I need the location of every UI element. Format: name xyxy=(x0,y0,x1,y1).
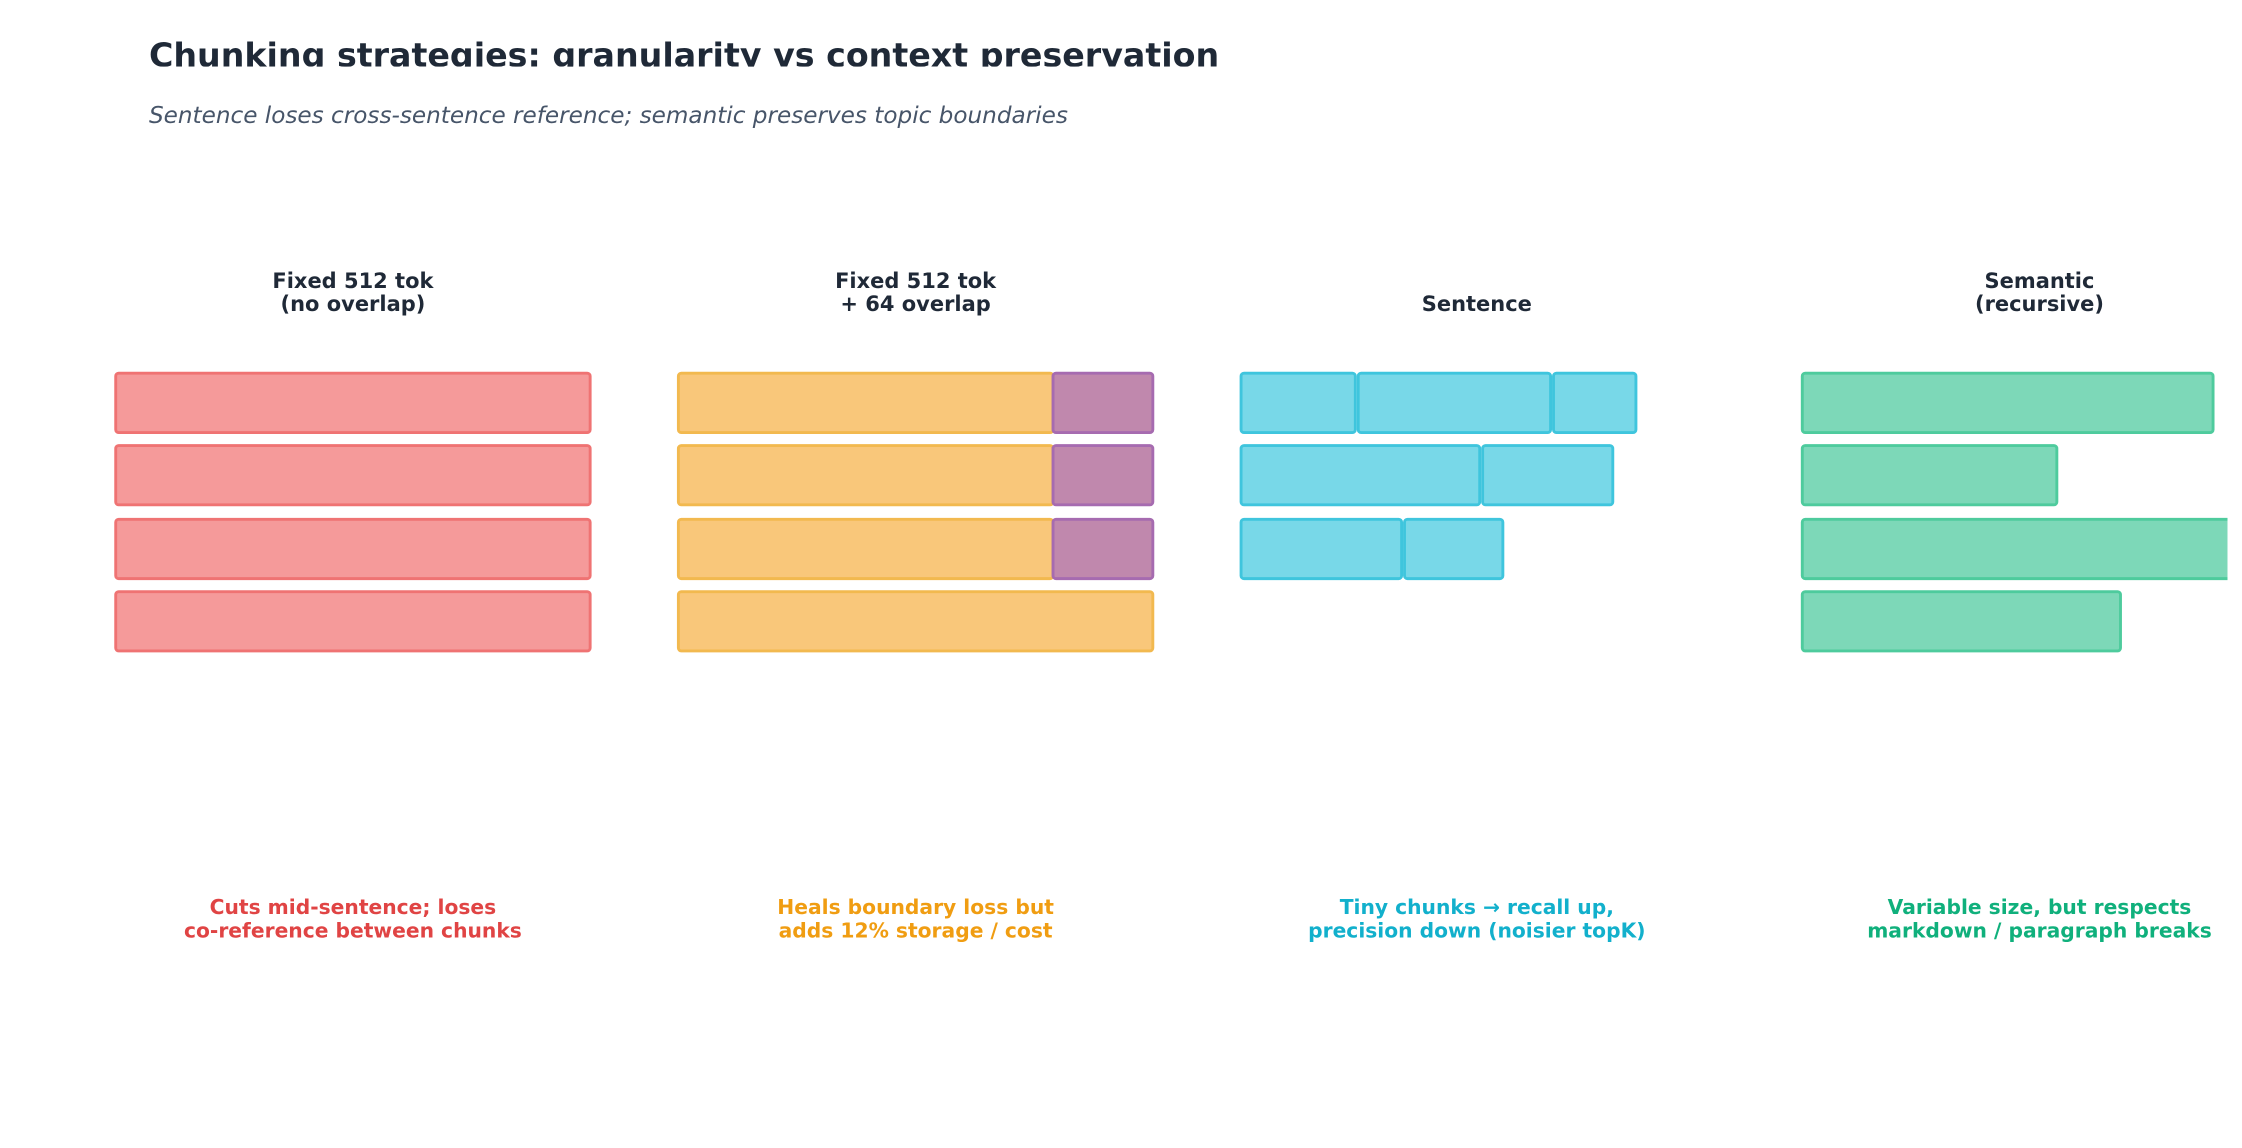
panel-title: Fixed 512 tok xyxy=(272,269,434,293)
chunk xyxy=(1356,371,1553,434)
chunk xyxy=(676,517,1055,581)
chunk xyxy=(1239,371,1357,434)
panel-title: (no overlap) xyxy=(281,292,426,316)
panel-title: + 64 overlap xyxy=(840,292,990,316)
chunk xyxy=(1552,371,1638,434)
chunk xyxy=(676,444,1055,507)
chunk xyxy=(1800,444,2059,507)
panel-caption: Variable size, but respects xyxy=(1888,895,2192,919)
chunk xyxy=(1051,517,1155,581)
subtitle: Sentence loses cross-sentence reference;… xyxy=(149,103,1068,129)
panel-caption: adds 12% storage / cost xyxy=(779,918,1053,942)
panel-caption: Cuts mid-sentence; loses xyxy=(210,895,497,919)
chunk xyxy=(676,371,1055,434)
chunk xyxy=(1800,590,2122,653)
chunk xyxy=(114,444,592,507)
chunk xyxy=(1481,444,1615,507)
chunk xyxy=(114,371,592,434)
panel-title: Fixed 512 tok xyxy=(835,269,997,293)
panel-caption: co-reference between chunks xyxy=(184,918,522,942)
panel-title: (recursive) xyxy=(1975,292,2104,316)
chunk xyxy=(1403,517,1505,581)
panel-caption: Tiny chunks → recall up, xyxy=(1340,895,1614,919)
panel-title: Sentence xyxy=(1422,292,1532,316)
chunk xyxy=(676,590,1155,653)
title: Chunking strategies: granularity vs cont… xyxy=(149,36,1219,75)
panel-caption: markdown / paragraph breaks xyxy=(1867,918,2212,942)
chunk xyxy=(1800,371,2215,434)
chunk xyxy=(1239,444,1482,507)
chunk xyxy=(114,590,592,653)
panel-caption: Heals boundary loss but xyxy=(777,895,1054,919)
chunk xyxy=(1051,444,1155,507)
chunk xyxy=(1051,371,1155,434)
chunk xyxy=(1239,517,1404,581)
panel-title: Semantic xyxy=(1985,269,2095,293)
chunk xyxy=(1800,517,2228,581)
panels: Fixed 512 tok(no overlap)Cuts mid-senten… xyxy=(114,269,2228,942)
panel-caption: precision down (noisier topK) xyxy=(1308,918,1645,942)
chunk xyxy=(114,517,592,581)
